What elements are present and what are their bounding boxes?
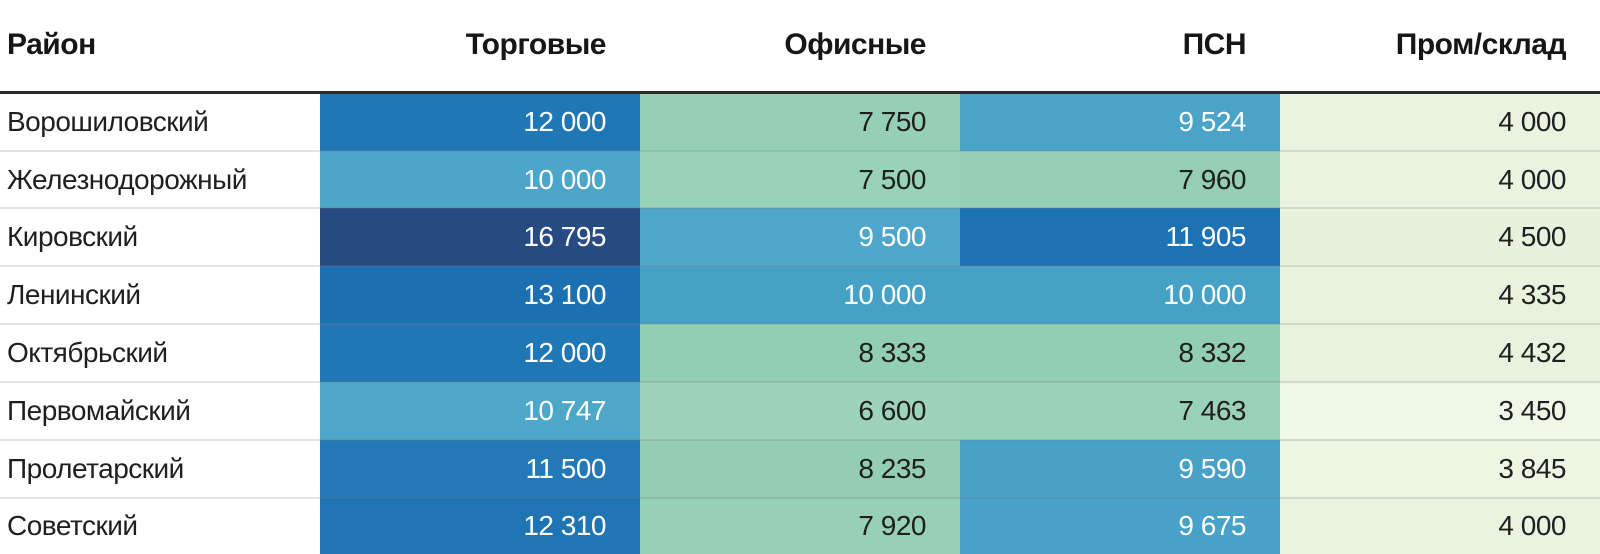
value-cell: 3 450 (1280, 381, 1600, 440)
value-cell: 9 590 (960, 438, 1280, 498)
district-cell: Ворошиловский (0, 92, 320, 151)
value-cell: 9 675 (960, 496, 1280, 554)
value-cell: 10 000 (320, 149, 640, 209)
table-body: Ворошиловский 12 000 7 750 9 524 4 000 Железн… (0, 92, 1600, 554)
table-row: Октябрьский 12 000 8 333 8 332 4 432 (0, 323, 1600, 383)
table-header: Район Торговые Офисные ПСН Пром/склад (0, 0, 1600, 94)
value-cell: 12 000 (320, 92, 640, 151)
value-cell: 7 750 (640, 92, 960, 151)
district-cell: Кировский (0, 207, 320, 267)
value-cell: 9 500 (640, 207, 960, 267)
value-cell: 7 500 (640, 149, 960, 209)
value-cell: 8 333 (640, 323, 960, 383)
table-row: Железнодорожный 10 000 7 500 7 960 4 000 (0, 149, 1600, 209)
value-cell: 4 000 (1280, 149, 1600, 209)
table-row: Ленинский 13 100 10 000 10 000 4 335 (0, 265, 1600, 325)
value-cell: 3 845 (1280, 438, 1600, 498)
column-header-ofisnye: Офисные (640, 0, 960, 94)
header-row: Район Торговые Офисные ПСН Пром/склад (0, 0, 1600, 94)
value-cell: 4 000 (1280, 92, 1600, 151)
value-cell: 10 747 (320, 381, 640, 440)
district-cell: Октябрьский (0, 323, 320, 383)
value-cell: 13 100 (320, 265, 640, 325)
value-cell: 4 432 (1280, 323, 1600, 383)
table-row: Пролетарский 11 500 8 235 9 590 3 845 (0, 438, 1600, 498)
value-cell: 7 463 (960, 381, 1280, 440)
value-cell: 4 000 (1280, 496, 1600, 554)
value-cell: 6 600 (640, 381, 960, 440)
district-cell: Первомайский (0, 381, 320, 440)
value-cell: 4 500 (1280, 207, 1600, 267)
district-cell: Железнодорожный (0, 149, 320, 209)
value-cell: 9 524 (960, 92, 1280, 151)
district-cell: Пролетарский (0, 438, 320, 498)
table-row: Кировский 16 795 9 500 11 905 4 500 (0, 207, 1600, 267)
value-cell: 12 310 (320, 496, 640, 554)
table-row: Ворошиловский 12 000 7 750 9 524 4 000 (0, 92, 1600, 151)
value-cell: 11 905 (960, 207, 1280, 267)
table-row: Первомайский 10 747 6 600 7 463 3 450 (0, 381, 1600, 440)
value-cell: 10 000 (640, 265, 960, 325)
table-row: Советский 12 310 7 920 9 675 4 000 (0, 496, 1600, 554)
value-cell: 7 920 (640, 496, 960, 554)
column-header-district: Район (0, 0, 320, 94)
value-cell: 11 500 (320, 438, 640, 498)
column-header-psn: ПСН (960, 0, 1280, 94)
value-cell: 12 000 (320, 323, 640, 383)
district-cell: Ленинский (0, 265, 320, 325)
value-cell: 7 960 (960, 149, 1280, 209)
value-cell: 8 332 (960, 323, 1280, 383)
value-cell: 4 335 (1280, 265, 1600, 325)
column-header-promsklad: Пром/склад (1280, 0, 1600, 94)
value-cell: 8 235 (640, 438, 960, 498)
value-cell: 16 795 (320, 207, 640, 267)
value-cell: 10 000 (960, 265, 1280, 325)
column-header-torgovye: Торговые (320, 0, 640, 94)
district-cell: Советский (0, 496, 320, 554)
